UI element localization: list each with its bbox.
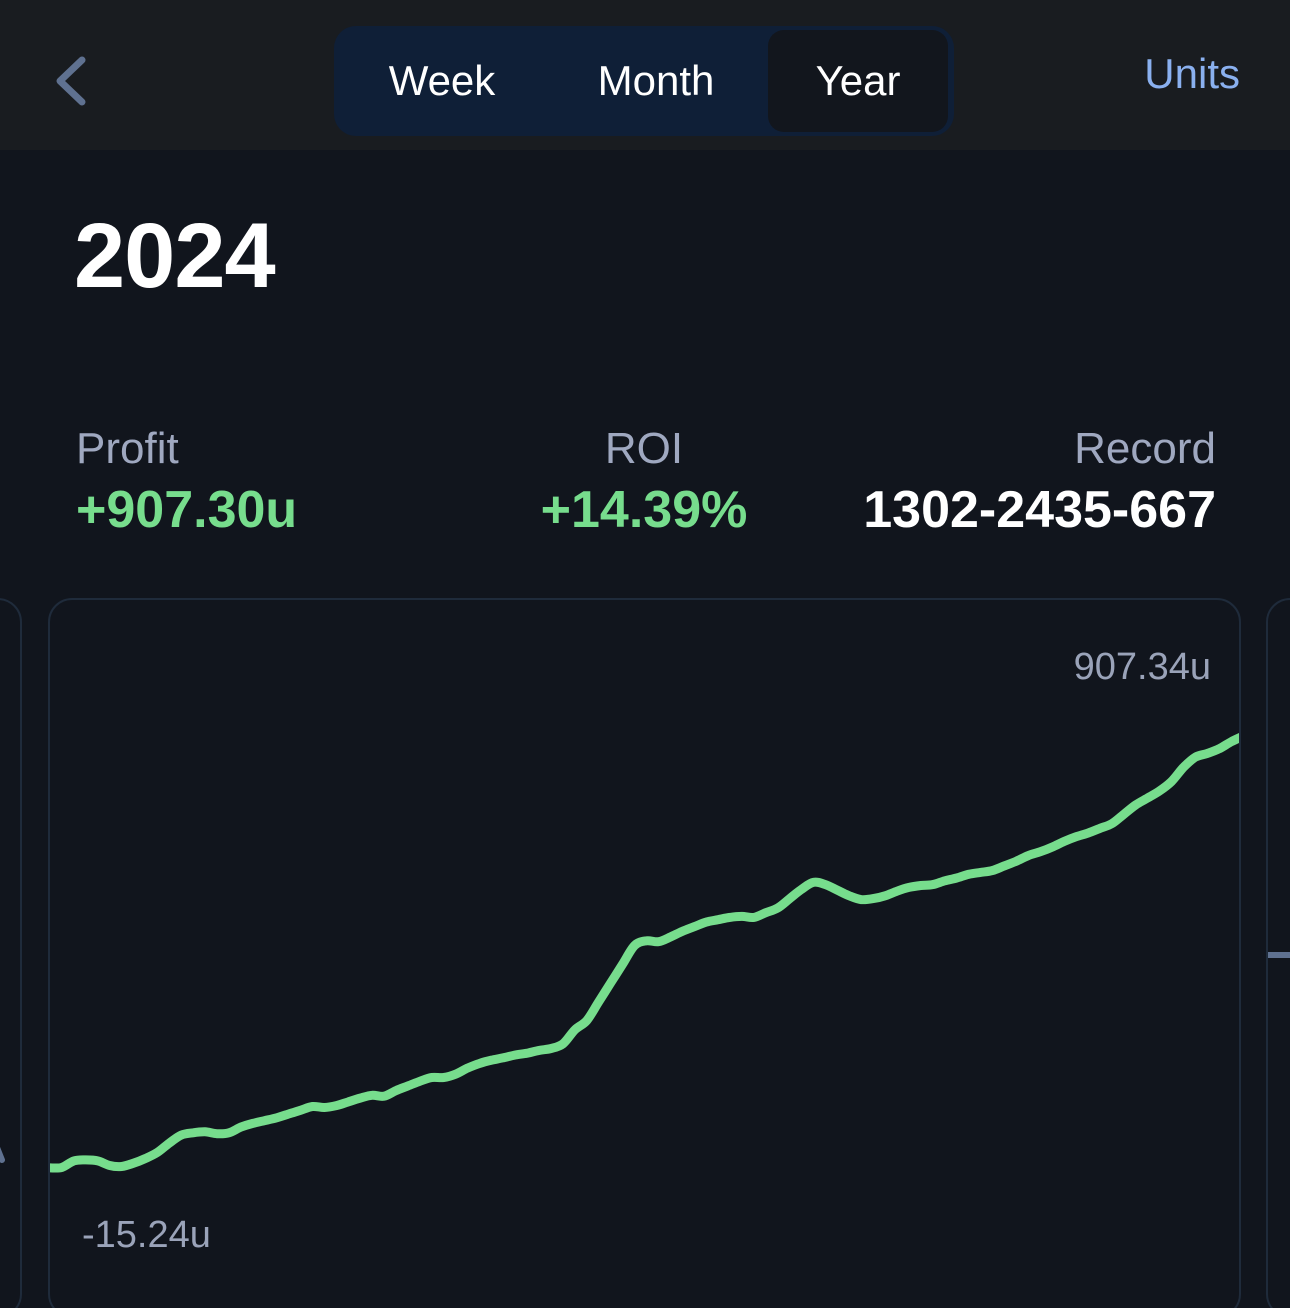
tab-month[interactable]: Month — [597, 57, 715, 104]
roi-value: +14.39% — [540, 481, 748, 539]
profit-label: Profit — [76, 424, 179, 473]
navigation-bar: Week Month Year Units — [0, 0, 1290, 150]
record-label: Record — [1074, 424, 1216, 473]
previous-chart-line — [0, 1146, 5, 1163]
profit-value: +907.30u — [76, 481, 298, 539]
tab-week[interactable]: Week — [388, 57, 496, 104]
next-chart-line — [1268, 952, 1290, 958]
tab-year[interactable]: Year — [768, 30, 948, 132]
record-value: 1302-2435-667 — [863, 481, 1216, 539]
roi-label: ROI — [604, 424, 684, 473]
next-chart-card[interactable] — [1266, 598, 1290, 1308]
profit-line-chart — [50, 733, 1239, 1173]
profit-series-line — [50, 733, 1239, 1173]
chart-min-label: -15.24u — [82, 1214, 211, 1256]
page-title: 2024 — [74, 205, 276, 307]
units-button[interactable]: Units — [1144, 50, 1240, 97]
previous-chart-card[interactable] — [0, 598, 22, 1308]
chevron-left-icon — [56, 56, 86, 106]
period-segmented-control: Week Month Year — [334, 26, 954, 136]
chart-max-label: 907.34u — [1073, 646, 1211, 688]
back-button[interactable] — [40, 46, 104, 116]
profit-chart-card[interactable]: 907.34u -15.24u — [48, 598, 1241, 1308]
